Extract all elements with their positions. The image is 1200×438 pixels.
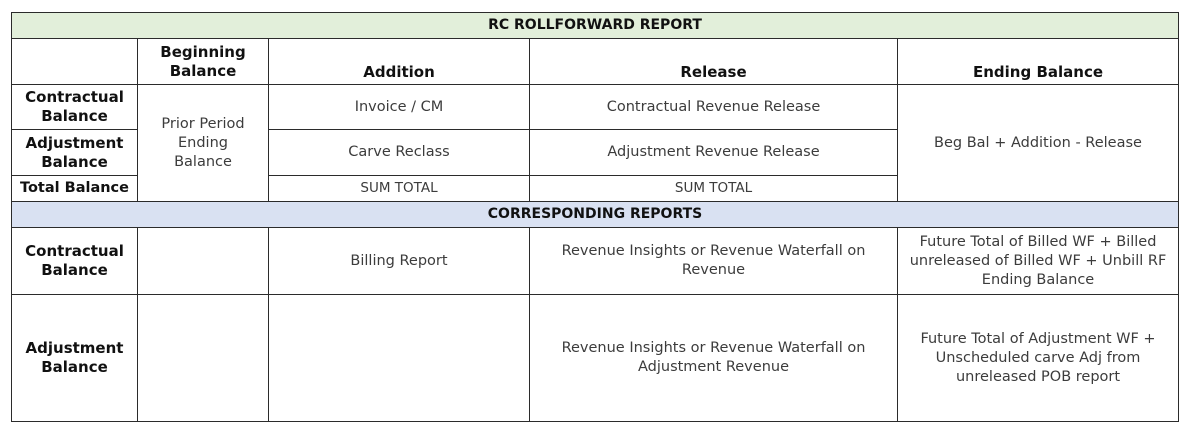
ending-balance-value: Beg Bal + Addition - Release (896, 84, 1180, 202)
header-release: Release (529, 38, 898, 85)
addition-total: SUM TOTAL (268, 175, 530, 202)
beginning-balance-value: Prior Period Ending Balance (137, 84, 269, 202)
header-ending-balance: Ending Balance (896, 38, 1180, 85)
header-row: Beginning Balance Addition Release Endin… (11, 38, 1180, 85)
header-empty-cell (11, 38, 138, 85)
header-addition: Addition (268, 38, 530, 85)
row-label-adjustment-balance-reports: Adjustment Balance (11, 294, 138, 422)
table-row: Adjustment Balance Revenue Insights or R… (11, 294, 1180, 422)
row-label-adjustment-balance: Adjustment Balance (11, 129, 138, 176)
release-adjustment-report: Revenue Insights or Revenue Waterfall on… (529, 294, 898, 422)
table-row: Contractual Balance Billing Report Reven… (11, 227, 1180, 295)
addition-contractual: Invoice / CM (268, 84, 530, 130)
addition-adjustment-report (268, 294, 530, 422)
table-row: Contractual Balance Prior Period Ending … (11, 84, 1180, 202)
rc-rollforward-table: RC ROLLFORWARD REPORT Beginning Balance … (10, 12, 1180, 422)
addition-contractual-report: Billing Report (268, 227, 530, 295)
release-contractual: Contractual Revenue Release (529, 84, 898, 130)
header-beginning-balance: Beginning Balance (137, 38, 269, 85)
row-label-contractual-balance-reports: Contractual Balance (11, 227, 138, 295)
report-title: RC ROLLFORWARD REPORT (10, 12, 1180, 39)
title-row: RC ROLLFORWARD REPORT (10, 12, 1180, 39)
release-adjustment: Adjustment Revenue Release (529, 129, 898, 176)
table-row: Total Balance SUM TOTAL SUM TOTAL (11, 175, 1179, 202)
beginning-contractual-report (137, 227, 269, 295)
release-contractual-report: Revenue Insights or Revenue Waterfall on… (529, 227, 898, 295)
ending-contractual-report: Future Total of Billed WF + Billed unrel… (896, 227, 1180, 295)
beginning-adjustment-report (137, 294, 269, 422)
table-row: Adjustment Balance Carve Reclass Adjustm… (11, 129, 1179, 176)
row-label-total-balance: Total Balance (11, 175, 138, 202)
addition-adjustment: Carve Reclass (268, 129, 530, 176)
section-row: CORRESPONDING REPORTS (10, 201, 1180, 228)
ending-adjustment-report: Future Total of Adjustment WF + Unschedu… (896, 294, 1180, 422)
row-label-contractual-balance: Contractual Balance (11, 84, 138, 130)
release-total: SUM TOTAL (529, 175, 898, 202)
corresponding-reports-title: CORRESPONDING REPORTS (10, 201, 1180, 228)
